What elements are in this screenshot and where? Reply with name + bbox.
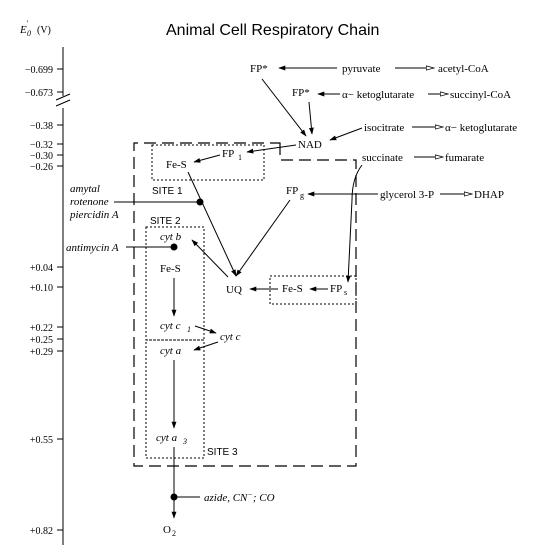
fp1-to-fes-arrow xyxy=(193,154,221,163)
diagram-title: Animal Cell Respiratory Chain xyxy=(166,22,379,39)
uq-label: UQ xyxy=(226,284,242,296)
cyt-b-label: cyt b xyxy=(160,231,182,243)
tick-label: +0.25 xyxy=(30,335,53,346)
site3-label: SITE 3 xyxy=(207,447,238,458)
tick-label: +0.55 xyxy=(30,435,53,446)
amytal-block-dot xyxy=(196,198,204,206)
fpg-sub: g xyxy=(300,191,304,200)
alpha-kg-label: α− ketoglutarate xyxy=(342,89,414,101)
nad-label: NAD xyxy=(298,139,322,151)
site2-label: SITE 2 xyxy=(150,216,181,227)
inhibitor-amytal: amytal xyxy=(70,183,100,195)
tick-label: −0.32 xyxy=(30,140,53,151)
fumarate-label: fumarate xyxy=(445,152,484,164)
succinate-dh-box xyxy=(269,275,357,305)
o2-sub: 2 xyxy=(172,529,176,538)
isocitrate-label: isocitrate xyxy=(364,122,404,134)
azide-text: azide, CN xyxy=(204,492,248,504)
antimycin-block-dot xyxy=(170,243,178,251)
axis-label-sub: 0 xyxy=(27,29,31,38)
tick-label: −0.26 xyxy=(30,162,53,173)
fpg-to-uq-arrow xyxy=(235,199,291,277)
azide-sup: − xyxy=(247,490,252,499)
fp-star-2: FP* xyxy=(292,87,310,99)
tick-label: −0.699 xyxy=(25,65,53,76)
tick-label: +0.04 xyxy=(30,263,53,274)
nad-to-fp1-arrow xyxy=(246,144,297,154)
site1-label: SITE 1 xyxy=(152,186,183,197)
fp1-to-nad-arrow xyxy=(261,78,307,137)
axis-break-mark-1 xyxy=(55,93,71,101)
axis-label-unit: (V) xyxy=(37,25,51,36)
fps-label: FP xyxy=(330,283,342,295)
inhibitor-azide: azide, CN−; CO xyxy=(204,490,275,504)
fes-to-uq-arrow xyxy=(187,171,237,277)
fp1-sub: 1 xyxy=(238,153,242,162)
cyt-a3-sub: 3 xyxy=(182,437,187,446)
acetyl-coa-label: acetyl-CoA xyxy=(438,63,489,75)
tick-label: −0.30 xyxy=(30,151,53,162)
cyt-a3-label: cyt a xyxy=(156,432,178,444)
fp2-to-nad-arrow xyxy=(308,101,314,135)
isocitrate-to-nad-arrow xyxy=(329,127,363,141)
site3-box xyxy=(145,339,205,459)
fp-star-1: FP* xyxy=(250,63,268,75)
glycerol-label: glycerol 3-P xyxy=(380,189,434,201)
axis-ticks: −0.699 −0.673 −0.38 −0.32 −0.30 −0.26 +0… xyxy=(25,65,63,537)
fes-2-label: Fe-S xyxy=(282,283,303,295)
cyt-a-label: cyt a xyxy=(160,345,182,357)
axis-break-mark-2 xyxy=(55,99,71,107)
pyruvate-label: pyruvate xyxy=(342,63,381,75)
cytc-to-cyta-arrow xyxy=(193,341,219,351)
uq-to-cytb-arrow xyxy=(191,239,229,278)
o2-label: O xyxy=(163,524,171,536)
inhibitor-piercidin: piercidin A xyxy=(69,209,119,221)
fp1-label: FP xyxy=(222,148,234,160)
tick-label: −0.673 xyxy=(25,88,53,99)
azide-end: ; CO xyxy=(253,492,275,504)
cyt-c-label: cyt c xyxy=(220,331,241,343)
dhap-label: DHAP xyxy=(474,189,504,201)
site1-box xyxy=(151,144,265,181)
tick-label: +0.82 xyxy=(30,526,53,537)
cyt-c1-sub: 1 xyxy=(187,325,191,334)
axis-label-e: E xyxy=(19,24,27,36)
succinate-to-fps-arrow xyxy=(345,164,363,283)
tick-label: +0.22 xyxy=(30,323,53,334)
tick-label: +0.29 xyxy=(30,347,53,358)
axis-label-prime: ' xyxy=(27,19,29,28)
fes-1-label: Fe-S xyxy=(166,159,187,171)
fpg-label: FP xyxy=(286,185,298,197)
axis-label: E 0 ' (V) xyxy=(19,19,51,38)
inhibitor-rotenone: rotenone xyxy=(70,196,109,208)
fps-sub: s xyxy=(344,288,347,297)
alpha-kg-2-label: α− ketoglutarate xyxy=(445,122,517,134)
fes-3-label: Fe-S xyxy=(160,263,181,275)
succinyl-coa-label: succinyl-CoA xyxy=(450,89,511,101)
inhibitor-antimycin: antimycin A xyxy=(66,242,119,254)
tick-label: −0.38 xyxy=(30,121,53,132)
cytc1-to-cytc-arrow xyxy=(194,325,217,334)
tick-label: +0.10 xyxy=(30,283,53,294)
succinate-label: succinate xyxy=(362,152,403,164)
membrane-box xyxy=(133,142,357,467)
cyt-c1-label: cyt c xyxy=(160,320,181,332)
